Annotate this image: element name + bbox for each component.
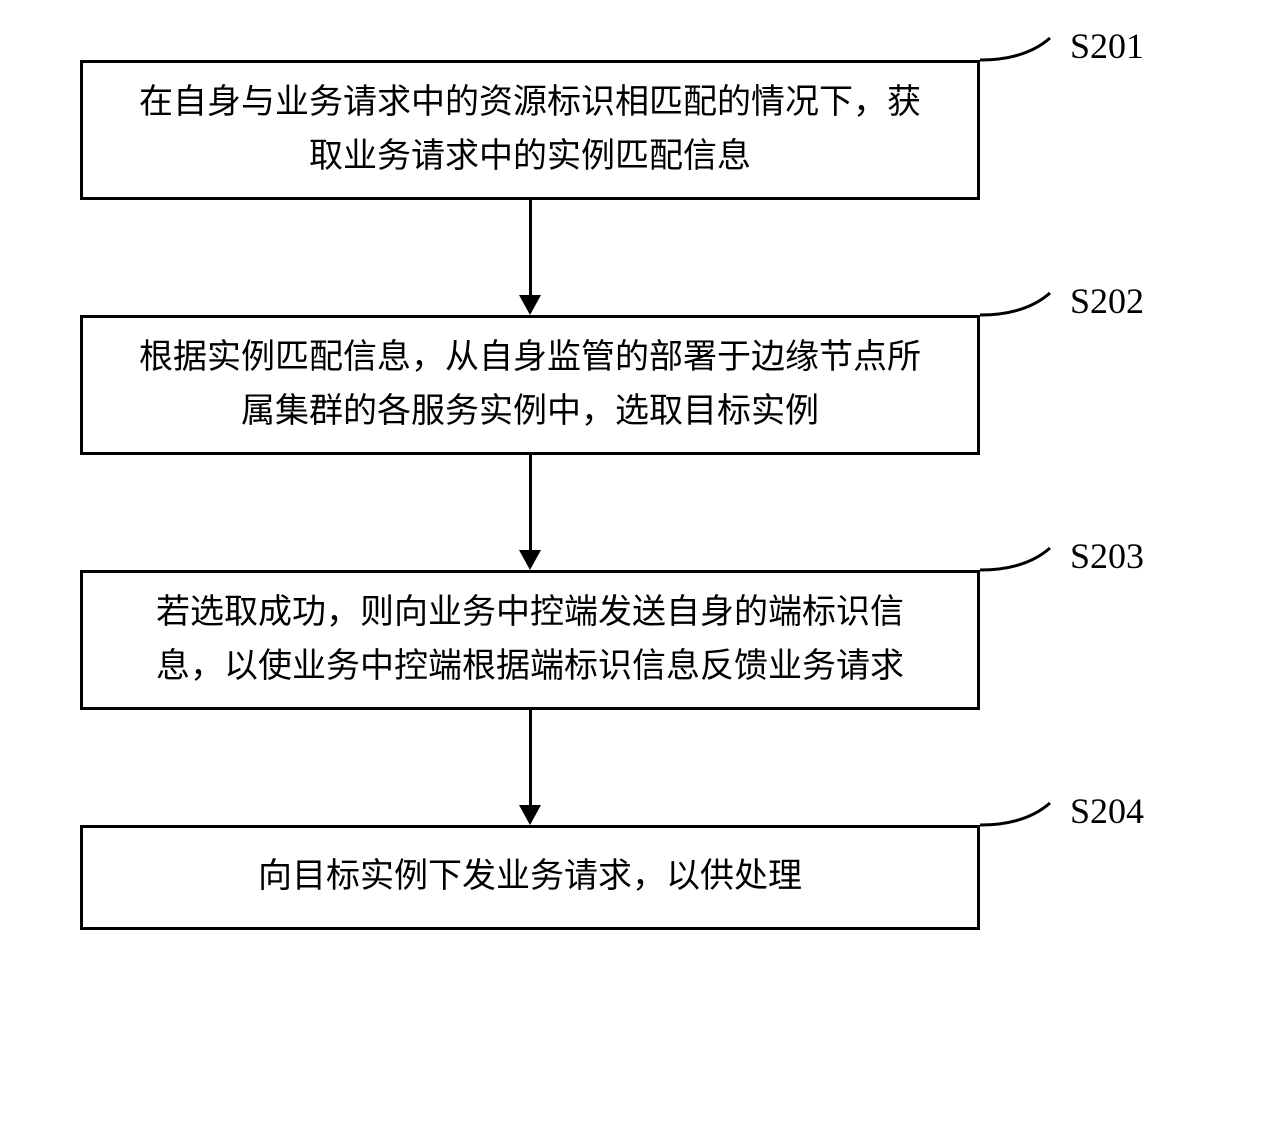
step-label-s201: S201 <box>1070 25 1144 67</box>
leader-line-s204 <box>980 795 1070 840</box>
flow-box-s204: 向目标实例下发业务请求，以供处理 <box>80 825 980 930</box>
arrow-s201-s202 <box>529 200 532 295</box>
leader-line-s203 <box>980 540 1070 585</box>
step-label-s202: S202 <box>1070 280 1144 322</box>
flow-box-text-s202: 根据实例匹配信息，从自身监管的部署于边缘节点所 属集群的各服务实例中，选取目标实… <box>139 331 921 440</box>
arrowhead-s201-s202 <box>519 295 541 315</box>
arrowhead-s202-s203 <box>519 550 541 570</box>
flow-box-s202: 根据实例匹配信息，从自身监管的部署于边缘节点所 属集群的各服务实例中，选取目标实… <box>80 315 980 455</box>
flow-box-text-s203: 若选取成功，则向业务中控端发送自身的端标识信 息，以使业务中控端根据端标识信息反… <box>156 586 904 695</box>
arrowhead-s203-s204 <box>519 805 541 825</box>
step-label-s203: S203 <box>1070 535 1144 577</box>
arrow-s202-s203 <box>529 455 532 550</box>
leader-line-s202 <box>980 285 1070 330</box>
flow-box-s203: 若选取成功，则向业务中控端发送自身的端标识信 息，以使业务中控端根据端标识信息反… <box>80 570 980 710</box>
flow-box-text-s204: 向目标实例下发业务请求，以供处理 <box>258 850 802 904</box>
flow-box-text-s201: 在自身与业务请求中的资源标识相匹配的情况下，获 取业务请求中的实例匹配信息 <box>139 76 921 185</box>
arrow-s203-s204 <box>529 710 532 805</box>
step-label-s204: S204 <box>1070 790 1144 832</box>
leader-line-s201 <box>980 30 1070 75</box>
flow-box-s201: 在自身与业务请求中的资源标识相匹配的情况下，获 取业务请求中的实例匹配信息 <box>80 60 980 200</box>
